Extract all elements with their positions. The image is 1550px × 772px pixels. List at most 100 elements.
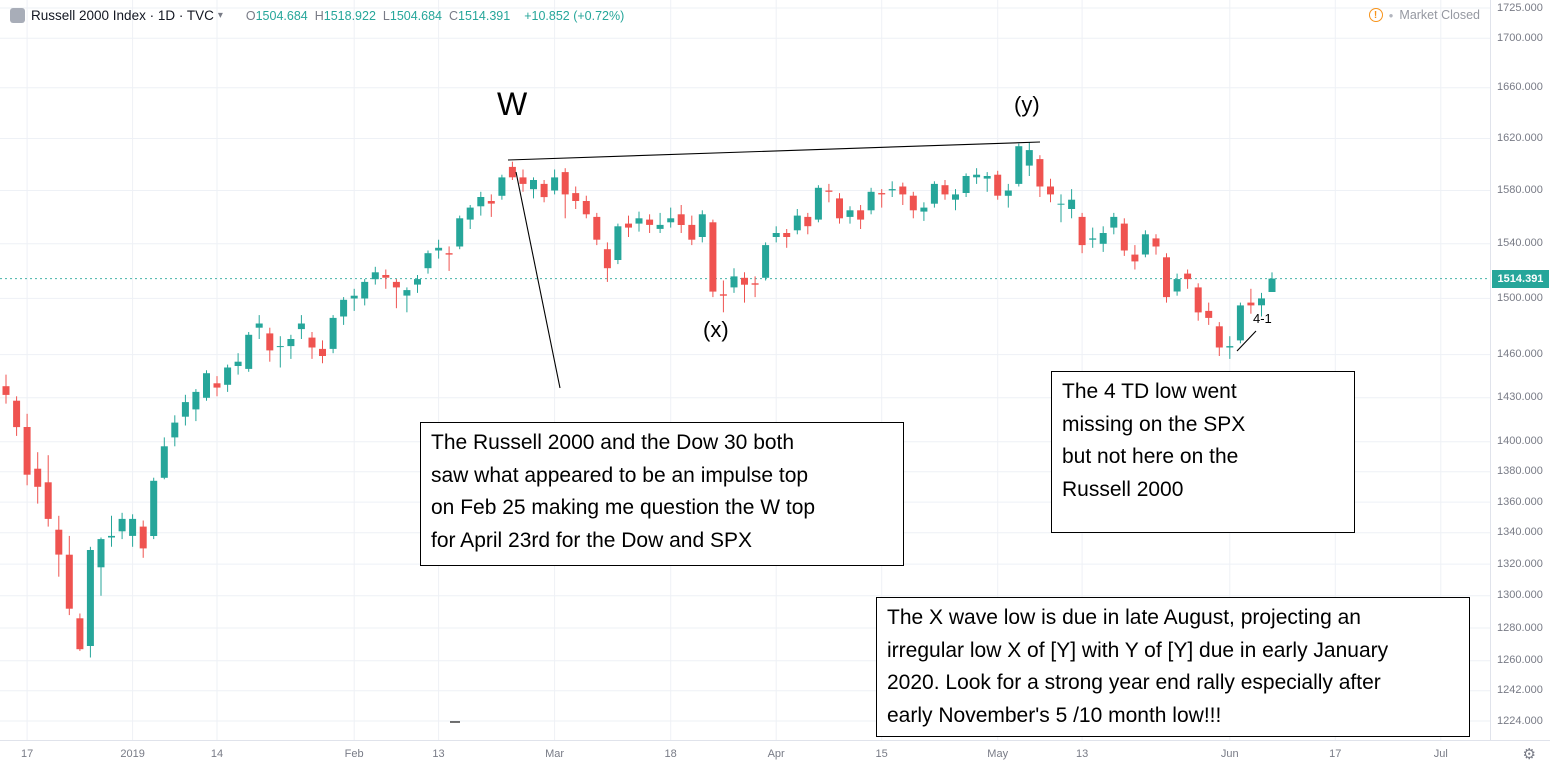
ohlc-low-label: L	[382, 8, 390, 23]
candle	[867, 191, 875, 211]
price-axis-label: 1700.000	[1497, 31, 1543, 44]
candle	[783, 233, 791, 237]
candle	[530, 180, 537, 190]
time-axis-label: Apr	[767, 748, 785, 760]
candle	[34, 468, 42, 487]
candle	[181, 402, 189, 417]
candle	[403, 290, 411, 296]
candle	[266, 333, 274, 351]
wave-y-label[interactable]: (y)	[1014, 92, 1040, 117]
candle	[941, 185, 949, 195]
candle	[55, 529, 63, 555]
wave-w-label[interactable]: W	[497, 86, 528, 122]
candle	[646, 219, 654, 225]
price-axis[interactable]: 1725.000 1700.000 1660.000 1620.000 1580.000…	[1490, 0, 1550, 740]
price-axis-label: 1242.000	[1497, 684, 1543, 697]
candle	[1205, 310, 1213, 318]
candle	[350, 295, 358, 299]
price-axis-label: 1340.000	[1497, 526, 1543, 539]
candle	[23, 427, 31, 475]
time-axis-label: 17	[20, 748, 34, 760]
time-axis-label: Feb	[344, 748, 364, 760]
candle	[1057, 203, 1065, 205]
price-axis-label: 1620.000	[1497, 132, 1543, 144]
candle	[1215, 326, 1223, 348]
td-count-label[interactable]: 4-1	[1253, 311, 1272, 326]
chevron-down-icon[interactable]: ▾	[217, 10, 223, 21]
status-dot-icon: ●	[1388, 10, 1394, 20]
settings-gear-icon[interactable]: ⚙	[1522, 746, 1536, 763]
td-pointer-line[interactable]	[1236, 330, 1257, 352]
candle	[582, 201, 590, 215]
candle	[762, 245, 770, 278]
candle	[171, 422, 179, 438]
candle	[593, 216, 601, 240]
candle	[213, 383, 221, 388]
candle	[371, 272, 379, 280]
w-pointer-line[interactable]	[515, 171, 561, 389]
candle	[688, 224, 696, 240]
candle	[1247, 302, 1255, 306]
symbol-legend: Russell 2000 Index · 1D · TVC ▾ O1504.68…	[10, 8, 624, 23]
market-status-label: Market Closed	[1399, 8, 1480, 22]
candle	[65, 554, 73, 609]
price-axis-label: 1320.000	[1497, 557, 1543, 570]
candle	[1047, 186, 1054, 195]
candle	[287, 339, 295, 347]
candle	[487, 201, 495, 204]
candle	[2, 386, 10, 395]
time-axis[interactable]: 17 2019 14 Feb 13 Mar 18 Apr 15 May 13 Jun 17 Jul	[0, 740, 1550, 772]
candle	[1099, 233, 1107, 244]
annotation-box-impulse-top[interactable]: The Russell 2000 and the Dow 30 both saw…	[420, 422, 904, 566]
symbol-title[interactable]: Russell 2000 Index · 1D · TVC	[31, 8, 214, 23]
candle	[888, 189, 896, 191]
candle	[192, 391, 200, 410]
candle	[108, 535, 115, 538]
candle	[1194, 287, 1202, 313]
candle	[836, 198, 843, 219]
candle	[234, 361, 242, 366]
candle	[603, 249, 611, 269]
ohlc-high-value: 1518.922	[323, 8, 376, 23]
market-status[interactable]: ! ● Market Closed	[1368, 8, 1480, 22]
candle	[466, 207, 474, 220]
candle	[319, 348, 326, 356]
candle	[1110, 216, 1118, 228]
price-axis-label: 1280.000	[1497, 621, 1543, 634]
candle	[160, 446, 168, 478]
price-axis-label: 1460.000	[1497, 348, 1543, 361]
candle	[340, 299, 348, 317]
ohlc-low-value: 1504.684	[389, 8, 443, 23]
candle	[44, 482, 52, 519]
chart-pane[interactable]: Russell 2000 Index · 1D · TVC ▾ O1504.68…	[0, 0, 1490, 740]
ohlc-readout: O1504.684 H1518.922 L1504.684 C1514.391	[239, 9, 510, 23]
candle	[952, 194, 959, 200]
chart-logo-icon	[10, 8, 25, 23]
last-price-badge: 1514.391	[1492, 269, 1549, 288]
price-axis-label: 1725.000	[1497, 1, 1543, 14]
candle	[857, 210, 865, 220]
w-to-y-trendline[interactable]	[507, 141, 1041, 161]
candle	[329, 317, 337, 349]
candle	[1141, 234, 1149, 255]
candle	[86, 550, 94, 646]
candle	[825, 190, 833, 192]
candle	[308, 337, 316, 348]
time-axis-label: Mar	[545, 748, 565, 760]
candle	[751, 283, 759, 285]
annotation-box-td-low[interactable]: The 4 TD low went missing on the SPX but…	[1051, 371, 1355, 533]
wave-x-label[interactable]: (x)	[703, 317, 729, 342]
candle	[730, 276, 738, 288]
candle	[572, 193, 580, 201]
candle	[899, 186, 907, 195]
candle	[519, 177, 527, 184]
candle	[1173, 279, 1181, 292]
candlesticks[interactable]	[2, 142, 1276, 658]
time-axis-label: Jun	[1220, 748, 1239, 760]
time-axis-label: 18	[664, 748, 677, 760]
candle	[656, 224, 664, 229]
ohlc-high-label: H	[314, 8, 324, 23]
price-axis-label: 1660.000	[1497, 81, 1543, 94]
candle	[994, 174, 1002, 196]
annotation-box-x-wave[interactable]: The X wave low is due in late August, pr…	[876, 597, 1470, 737]
